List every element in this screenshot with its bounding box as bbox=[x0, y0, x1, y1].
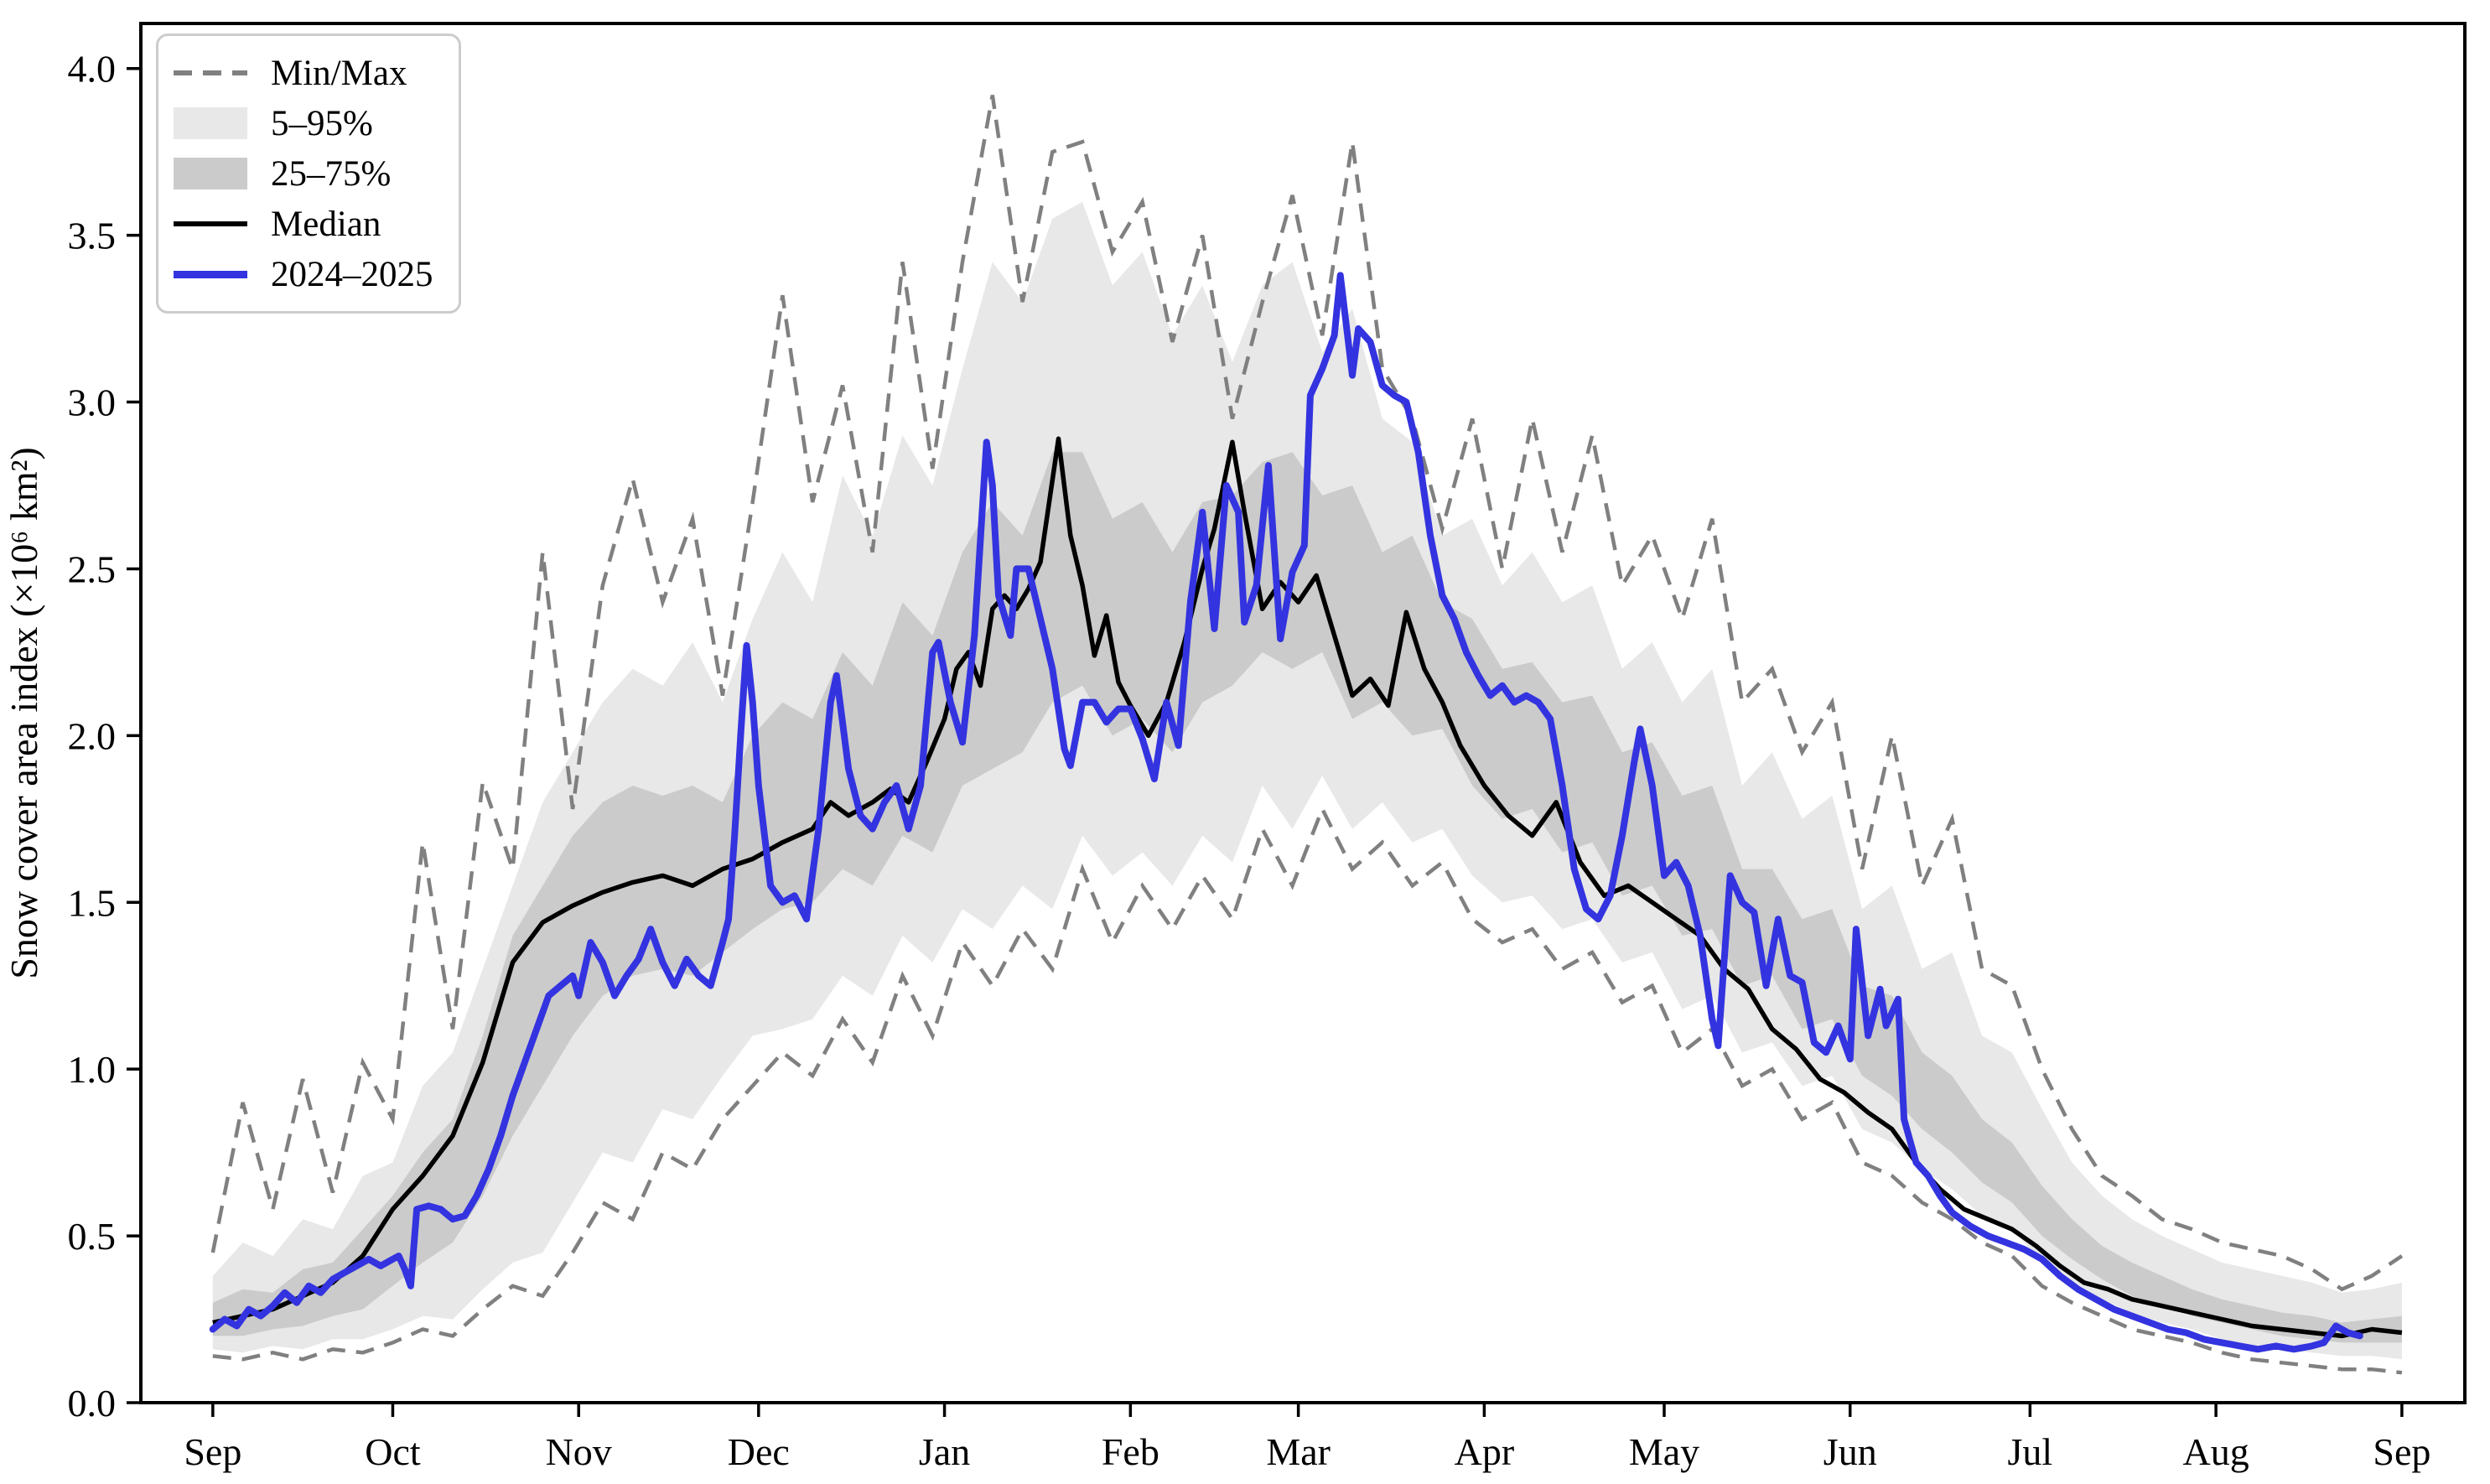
x-tick-label: Aug bbox=[2183, 1430, 2249, 1473]
x-tick-label: Jan bbox=[919, 1430, 970, 1473]
x-tick-label: Sep bbox=[184, 1430, 241, 1473]
median-line-swatch bbox=[174, 221, 247, 226]
y-tick-label: 1.0 bbox=[68, 1048, 117, 1091]
median-line bbox=[212, 436, 2403, 1339]
y-tick-label: 4.0 bbox=[68, 48, 117, 91]
legend-label-25-75: 25–75% bbox=[271, 153, 392, 194]
x-tick-label: Mar bbox=[1266, 1430, 1331, 1473]
y-tick-label: 0.5 bbox=[68, 1215, 117, 1258]
season-2024-2025-line-swatch bbox=[174, 270, 247, 278]
legend-label-5-95: 5–95% bbox=[271, 103, 373, 143]
x-tick-label: Nov bbox=[546, 1430, 612, 1473]
legend-item-2024-2025: 2024–2025 bbox=[174, 249, 433, 299]
band-5-95-swatch bbox=[174, 107, 247, 139]
x-tick-label: Feb bbox=[1102, 1430, 1159, 1473]
max-line bbox=[210, 95, 2404, 1292]
min-line bbox=[212, 804, 2403, 1375]
band-5-95 bbox=[212, 201, 2402, 1360]
band-25-75-swatch bbox=[174, 158, 247, 189]
x-tick-label: May bbox=[1629, 1430, 1699, 1473]
y-tick-label: 0.0 bbox=[68, 1382, 117, 1424]
y-tick-label: 2.5 bbox=[68, 547, 117, 590]
legend-item-median: Median bbox=[174, 199, 433, 249]
y-tick-label: 3.0 bbox=[68, 381, 117, 424]
x-tick-label: Dec bbox=[728, 1430, 790, 1473]
band-25-75 bbox=[212, 452, 2402, 1343]
chart-legend: Min/Max 5–95% 25–75% Median 2024–2025 bbox=[156, 34, 461, 314]
x-tick-label: Oct bbox=[365, 1430, 421, 1473]
minmax-dashed-line-swatch bbox=[174, 70, 247, 75]
legend-label-minmax: Min/Max bbox=[271, 53, 407, 93]
season-2024-2025-line bbox=[209, 272, 2363, 1353]
y-tick-label: 3.5 bbox=[68, 215, 117, 257]
x-tick-label: Sep bbox=[2373, 1430, 2430, 1473]
legend-label-median: Median bbox=[271, 204, 381, 244]
x-tick-label: Apr bbox=[1455, 1430, 1515, 1473]
axes-spines bbox=[139, 22, 2467, 1404]
legend-item-minmax: Min/Max bbox=[174, 48, 433, 98]
y-tick-label: 1.5 bbox=[68, 881, 117, 924]
y-axis-label: Snow cover area index (×10⁶ km²) bbox=[3, 447, 45, 978]
y-tick-label: 2.0 bbox=[68, 714, 117, 757]
x-tick-label: Jul bbox=[2008, 1430, 2053, 1473]
legend-item-25-75: 25–75% bbox=[174, 148, 433, 199]
legend-label-2024-2025: 2024–2025 bbox=[271, 254, 433, 294]
x-tick-label: Jun bbox=[1823, 1430, 1877, 1473]
legend-item-5-95: 5–95% bbox=[174, 98, 433, 148]
